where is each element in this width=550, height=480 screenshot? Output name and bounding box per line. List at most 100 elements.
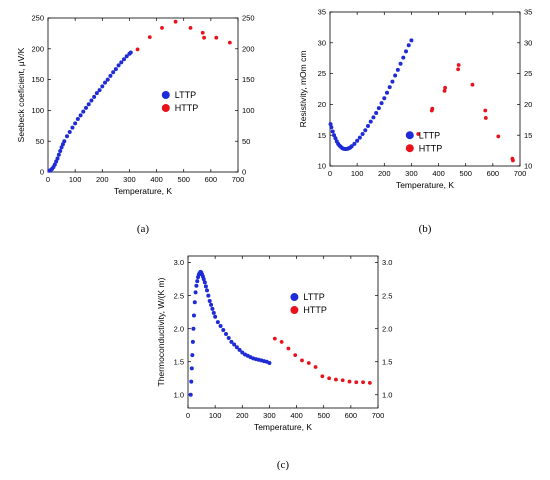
y-tick-label-right: 0 xyxy=(242,168,246,177)
data-point-lttp xyxy=(234,345,239,350)
plot-frame xyxy=(47,17,239,173)
y-tick-label: 15 xyxy=(318,131,326,140)
x-tick-label: 600 xyxy=(345,411,358,420)
data-point-lttp xyxy=(211,310,216,315)
data-point-lttp xyxy=(190,353,195,358)
data-point-lttp xyxy=(124,54,129,59)
data-point-lttp xyxy=(92,94,97,99)
data-point-lttp xyxy=(366,123,370,128)
x-tick-label: 300 xyxy=(123,175,136,184)
data-point-http xyxy=(443,85,447,90)
x-tick-label: 300 xyxy=(405,169,418,178)
data-point-lttp xyxy=(108,73,113,78)
data-point-lttp xyxy=(393,73,398,78)
y-tick-label: 50 xyxy=(36,137,44,146)
data-point-http xyxy=(227,40,232,45)
x-tick-label: 400 xyxy=(290,411,303,420)
y-tick-label-right: 35 xyxy=(524,8,532,17)
data-point-lttp xyxy=(113,67,118,72)
legend: LTTP HTTP xyxy=(405,130,442,153)
data-point-lttp xyxy=(78,113,83,118)
y-tick-label-right: 2.5 xyxy=(382,291,392,300)
data-point-http xyxy=(470,82,475,87)
x-axis-label: Temperature, K xyxy=(254,422,312,432)
data-point-lttp xyxy=(191,313,196,318)
data-point-lttp xyxy=(119,60,124,65)
y-tick-label-right: 200 xyxy=(242,44,255,53)
y-tick-label: 20 xyxy=(318,100,326,109)
data-point-lttp xyxy=(189,379,194,384)
data-point-lttp xyxy=(73,121,78,126)
data-point-lttp xyxy=(81,109,86,114)
data-point-lttp xyxy=(371,115,376,120)
data-point-lttp xyxy=(352,141,357,146)
x-tick-label: 400 xyxy=(150,175,163,184)
y-tick-label: 150 xyxy=(31,75,44,84)
data-point-lttp xyxy=(401,55,406,60)
data-point-lttp xyxy=(190,339,195,344)
y-tick-label-right: 1.5 xyxy=(382,357,392,366)
data-point-lttp xyxy=(205,288,209,293)
data-point-http xyxy=(496,134,501,139)
data-point-lttp xyxy=(363,128,368,133)
y-axis-label: Seebeck coeficient, μV/K xyxy=(16,47,26,142)
data-point-http xyxy=(340,378,345,383)
legend-label: HTTP xyxy=(175,103,199,113)
data-point-lttp xyxy=(409,38,414,43)
data-point-lttp xyxy=(385,90,389,95)
data-point-http xyxy=(286,346,291,351)
y-tick-label: 1.5 xyxy=(174,357,184,366)
data-point-lttp xyxy=(226,335,231,340)
data-point-lttp xyxy=(128,50,133,55)
legend-marker xyxy=(290,293,299,302)
data-point-http xyxy=(202,35,206,40)
legend-label: LTTP xyxy=(419,130,440,140)
data-point-http xyxy=(442,88,447,93)
panel-caption: (c) xyxy=(277,459,290,471)
data-point-http xyxy=(347,379,352,384)
data-point-lttp xyxy=(105,77,110,82)
x-tick-label: 400 xyxy=(432,169,445,178)
data-point-http xyxy=(327,376,332,381)
x-axis-label: Temperature, K xyxy=(114,186,172,196)
legend-label: LTTP xyxy=(303,292,324,302)
y-tick-label: 25 xyxy=(318,69,326,78)
y-tick-label: 200 xyxy=(31,44,44,53)
data-point-lttp xyxy=(218,324,223,329)
data-point-http xyxy=(293,353,298,358)
x-tick-label: 700 xyxy=(372,411,385,420)
chart-c: 0 100 200 300 400 500 600 700 1.0 1.0 1.5 1.5 2.0 2.0… xyxy=(156,255,392,471)
data-point-lttp xyxy=(390,79,395,84)
data-point-lttp xyxy=(267,361,272,366)
series-lttp xyxy=(188,269,272,397)
x-tick-label: 500 xyxy=(177,175,190,184)
x-tick-label: 300 xyxy=(263,411,276,420)
data-point-lttp xyxy=(189,366,194,371)
y-tick-label-right: 30 xyxy=(524,38,532,47)
data-point-http xyxy=(483,108,488,113)
data-point-http xyxy=(430,106,435,111)
x-tick-label: 500 xyxy=(317,411,330,420)
legend-marker xyxy=(405,131,414,140)
data-point-http xyxy=(300,358,304,363)
data-point-lttp xyxy=(195,279,200,284)
legend: LTTP HTTP xyxy=(290,292,327,315)
data-point-lttp xyxy=(360,131,365,136)
y-tick-label: 35 xyxy=(318,8,326,17)
data-point-lttp xyxy=(65,134,69,139)
y-tick-label: 3.0 xyxy=(174,258,184,267)
y-tick-label: 100 xyxy=(31,106,44,115)
y-tick-label-right: 50 xyxy=(242,137,250,146)
data-point-http xyxy=(334,377,338,382)
x-tick-label: 600 xyxy=(205,175,218,184)
data-point-http xyxy=(367,380,372,385)
y-tick-label: 30 xyxy=(318,38,326,47)
y-tick-label: 2.5 xyxy=(174,291,184,300)
legend-marker xyxy=(161,91,170,99)
data-point-lttp xyxy=(330,129,335,134)
x-tick-label: 200 xyxy=(378,169,391,178)
data-point-lttp xyxy=(213,314,218,319)
data-point-lttp xyxy=(206,293,211,298)
data-point-lttp xyxy=(103,80,107,85)
